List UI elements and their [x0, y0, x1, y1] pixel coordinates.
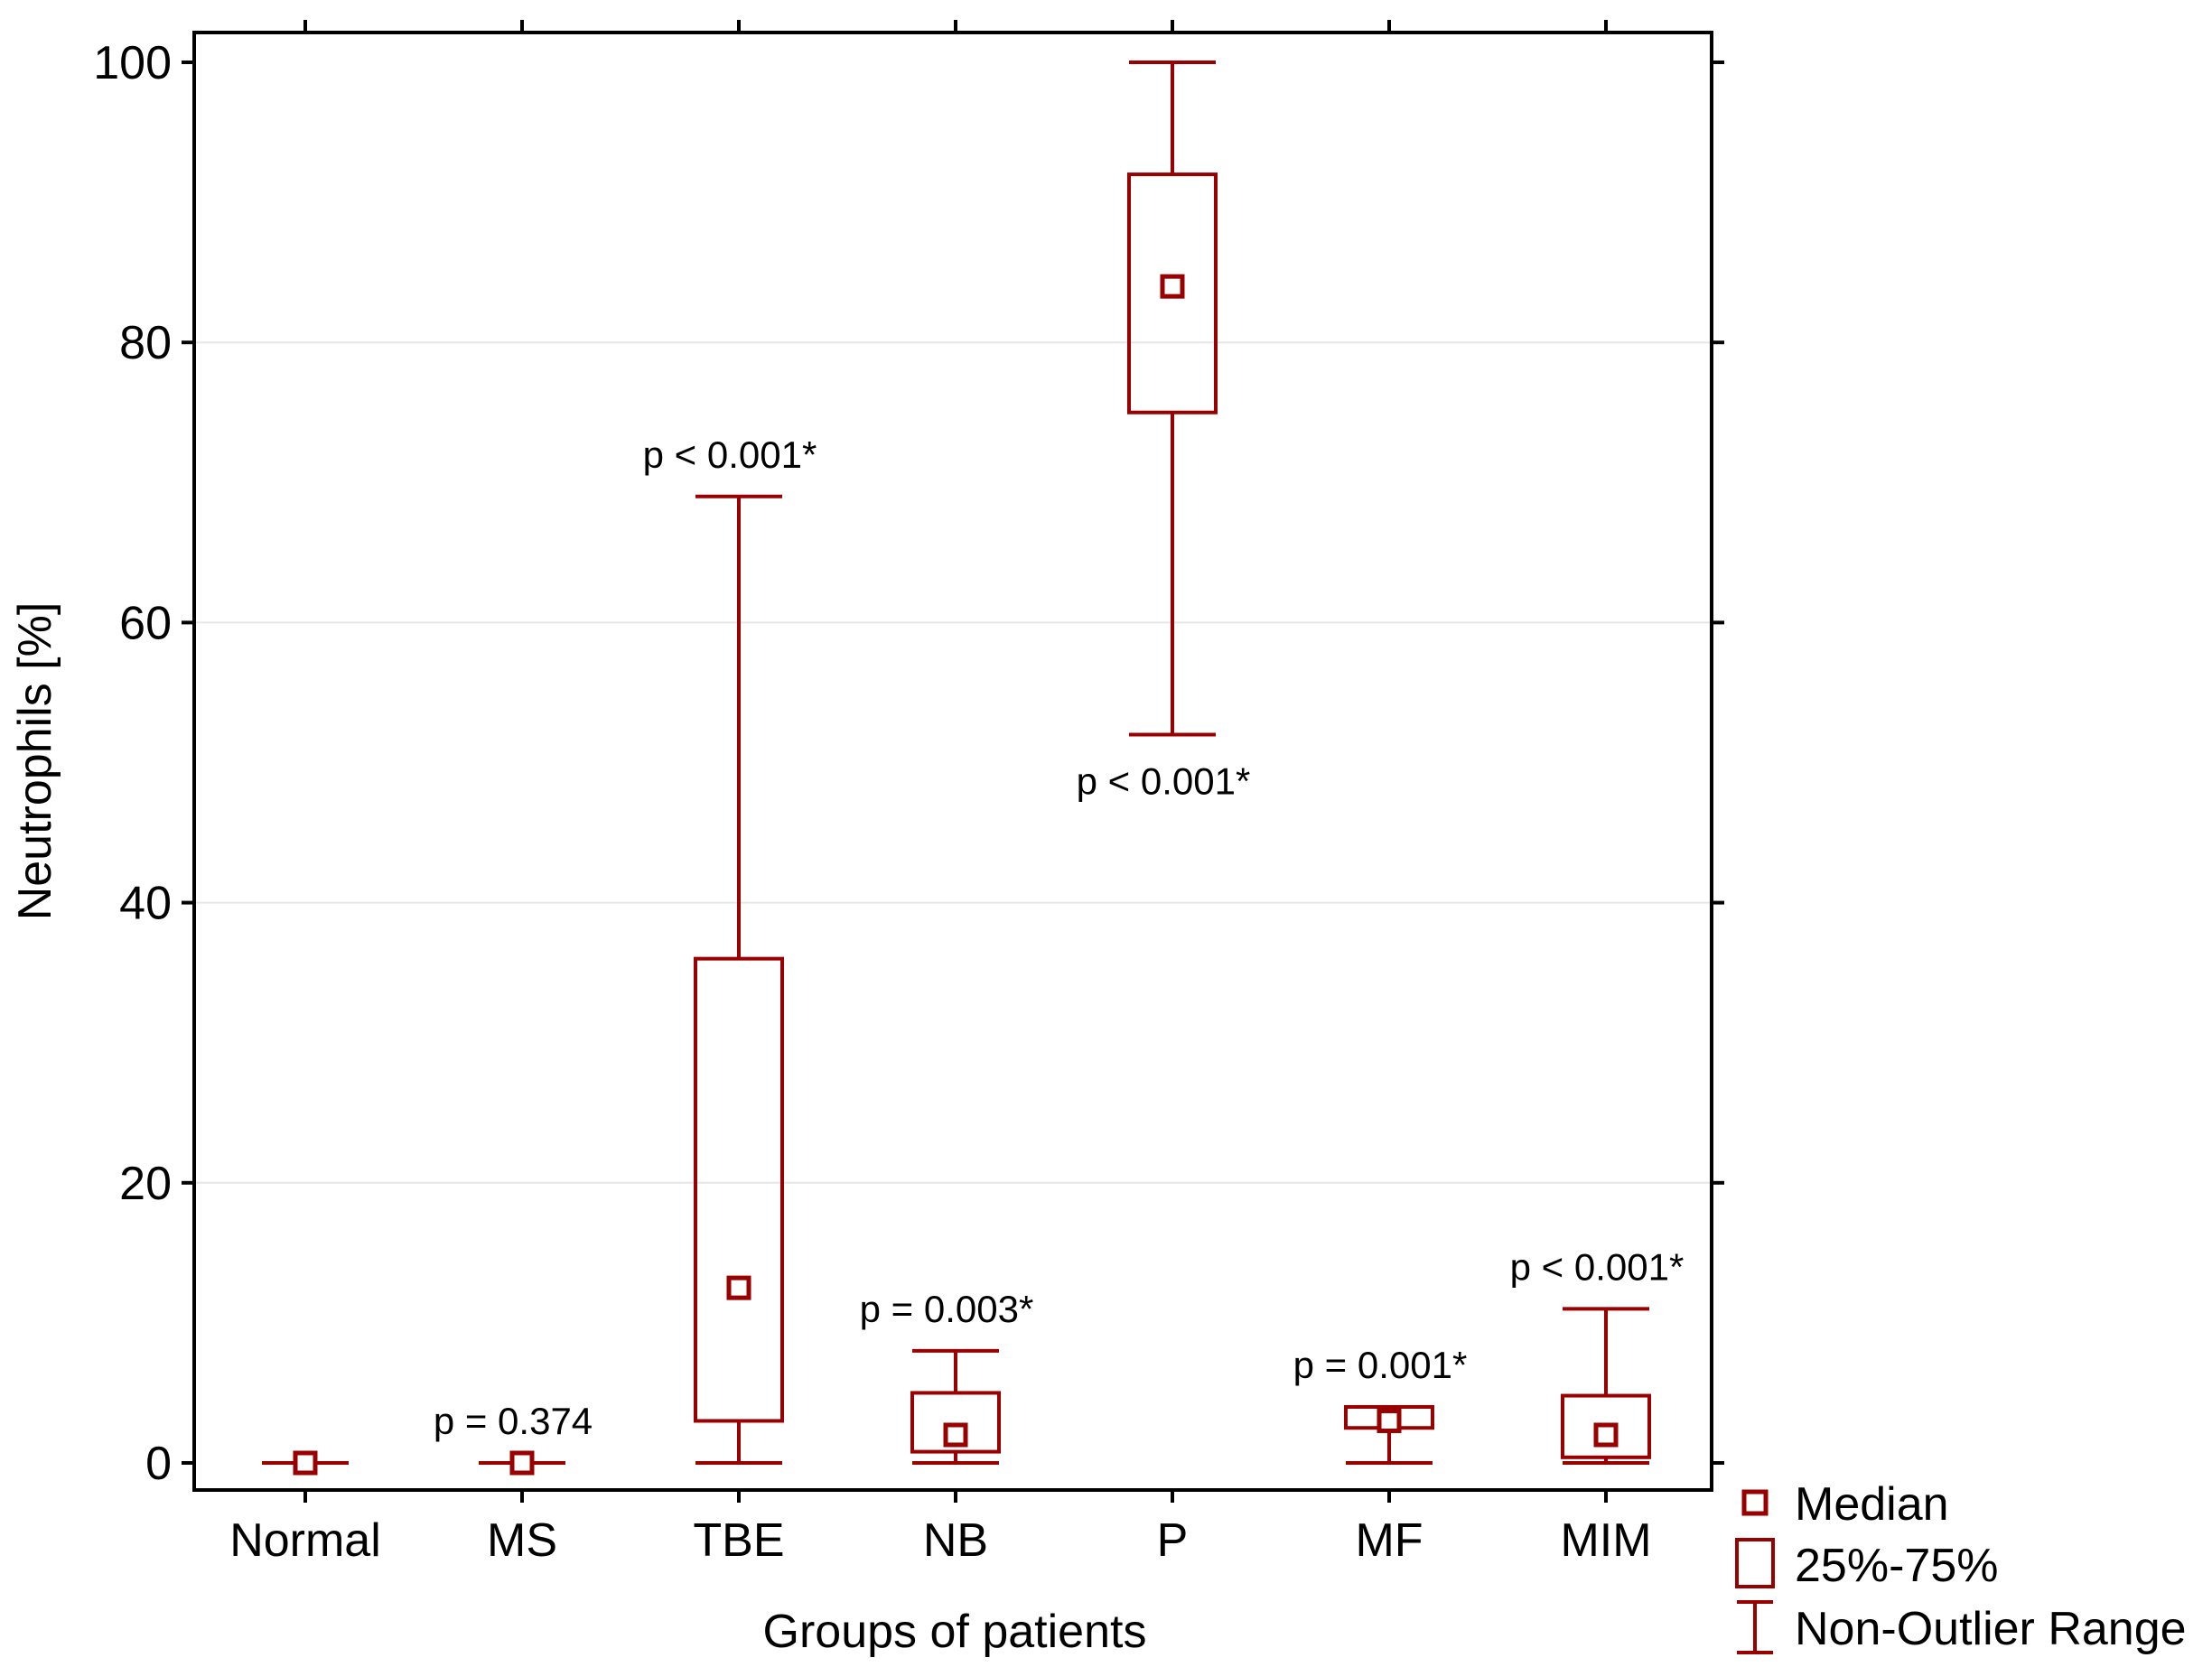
p-value-label: p = 0.003*	[860, 1288, 1034, 1330]
box-p	[1127, 61, 1218, 737]
iqr-box	[694, 956, 784, 1423]
p-value-label: p = 0.374	[434, 1400, 593, 1442]
category-label: MIM	[1560, 1514, 1651, 1567]
legend: Median 25%-75% Non-Outlier Range	[1735, 1478, 2187, 1655]
median-marker	[726, 1275, 751, 1300]
y-tick-label: 100	[93, 37, 172, 89]
y-tick-label: 20	[119, 1158, 172, 1210]
box-nb	[910, 1348, 1001, 1465]
iqr-box	[1561, 1393, 1651, 1459]
legend-range-label: Non-Outlier Range	[1795, 1603, 2187, 1655]
p-value-label: p = 0.001*	[1293, 1344, 1468, 1386]
box-mim	[1561, 1307, 1651, 1465]
y-tick-label: 40	[119, 878, 172, 930]
category-label: NB	[923, 1514, 988, 1567]
category-labels: Normal MS TBE NB P MF MIM	[229, 1514, 1651, 1567]
box-tbe	[694, 494, 784, 1465]
boxes	[262, 61, 1651, 1476]
p-value-annotations: p = 0.374 p < 0.001* p = 0.003* p < 0.001* p…	[434, 433, 1685, 1442]
iqr-box	[1127, 172, 1218, 414]
box-mf	[1344, 1404, 1434, 1465]
plot-frame	[192, 31, 1713, 1492]
box-ms	[479, 1450, 565, 1476]
median-marker	[1160, 274, 1185, 299]
median-marker	[1377, 1408, 1402, 1433]
legend-median-icon	[1741, 1489, 1769, 1516]
box-normal	[262, 1450, 349, 1476]
legend-iqr-icon	[1735, 1538, 1775, 1588]
legend-range-icon	[1737, 1600, 1773, 1654]
x-axis-title: Groups of patients	[763, 1606, 1147, 1658]
legend-iqr-label: 25%-75%	[1795, 1540, 1998, 1592]
median-marker	[943, 1422, 968, 1448]
grid-lines	[194, 341, 1712, 1184]
category-label: P	[1157, 1514, 1189, 1567]
y-tick-label: 60	[119, 597, 172, 649]
p-value-label: p < 0.001*	[1077, 759, 1251, 802]
y-axis-title: Neutrophils [%]	[9, 602, 61, 921]
median-marker	[293, 1450, 318, 1476]
category-label: Normal	[229, 1514, 381, 1567]
legend-median-label: Median	[1795, 1478, 1949, 1531]
y-tick-label: 0	[145, 1438, 172, 1490]
category-label: MF	[1355, 1514, 1423, 1567]
median-marker	[509, 1450, 535, 1476]
category-label: MS	[487, 1514, 557, 1567]
median-marker	[1593, 1422, 1619, 1448]
p-value-label: p < 0.001*	[1510, 1245, 1685, 1288]
p-value-label: p < 0.001*	[643, 433, 817, 476]
iqr-box	[910, 1391, 1001, 1454]
y-tick-label: 80	[119, 317, 172, 369]
axis-ticks: 0 20 40 60 80 100	[93, 20, 1724, 1503]
category-label: TBE	[693, 1514, 784, 1567]
